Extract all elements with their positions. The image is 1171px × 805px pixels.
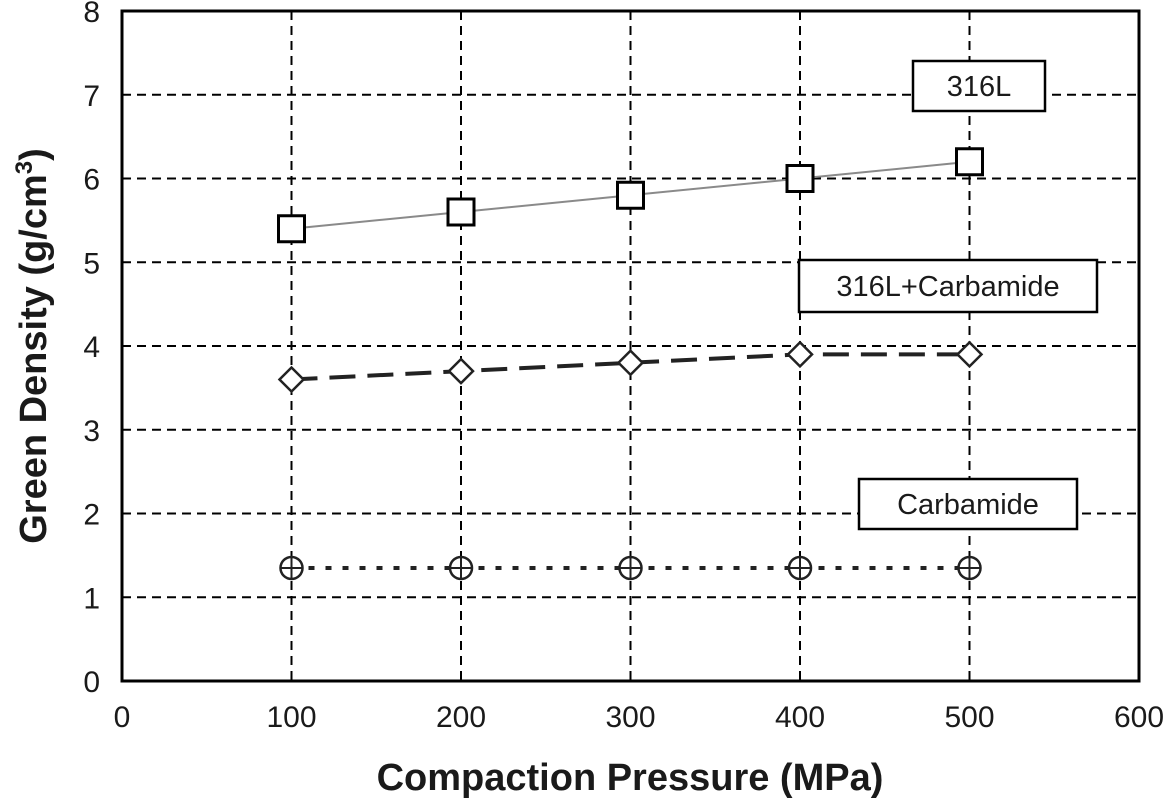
x-tick-label: 600 xyxy=(1114,701,1164,734)
data-point-circle-plus xyxy=(279,555,304,581)
series-layer xyxy=(277,147,984,581)
data-point-circle-plus xyxy=(618,555,643,581)
series-316l-carbamide xyxy=(277,340,984,394)
y-tick-label: 8 xyxy=(83,0,100,29)
series-label-316l-text: 316L xyxy=(947,71,1012,103)
series-316l xyxy=(277,147,984,244)
y-axis-title-superscript: 3 xyxy=(11,161,38,174)
x-tick-label: 400 xyxy=(775,701,825,734)
y-tick-label: 0 xyxy=(83,666,100,699)
y-tick-label: 2 xyxy=(83,499,100,532)
y-tick-label: 6 xyxy=(83,164,100,197)
plot-area-frame xyxy=(120,9,1141,683)
series-label-316l-carbamide: 316L+Carbamide xyxy=(797,258,1099,314)
y-tick-label: 5 xyxy=(83,247,100,280)
data-point-square xyxy=(616,180,645,210)
data-point-circle-plus xyxy=(448,555,474,581)
series-label-carbamide: Carbamide xyxy=(857,477,1079,531)
tick-labels: 0 100 200 300 400 500 600 0 1 2 3 4 5 6 7 8 xyxy=(83,0,1164,734)
data-point-square xyxy=(785,164,815,193)
y-axis-title: Green Density (g/cm3) xyxy=(11,148,55,544)
y-axis-title-main: Green Density (g/cm xyxy=(13,174,55,544)
data-point-circle-plus xyxy=(787,555,813,581)
y-tick-label: 3 xyxy=(83,415,100,448)
data-point-square xyxy=(446,197,476,227)
series-label-316l-carbamide-text: 316L+Carbamide xyxy=(836,271,1059,303)
data-point-diamond xyxy=(447,357,475,385)
data-point-square xyxy=(277,214,306,244)
data-point-square xyxy=(955,147,984,177)
data-point-diamond xyxy=(786,340,814,369)
data-point-circle-plus xyxy=(957,555,982,581)
y-tick-label: 7 xyxy=(83,80,100,113)
x-axis-title: Compaction Pressure (MPa) xyxy=(377,757,884,799)
y-tick-label: 4 xyxy=(83,331,100,364)
y-axis-title-end: ) xyxy=(13,148,55,161)
series-label-316l: 316L xyxy=(911,59,1047,113)
data-point-diamond xyxy=(277,365,306,394)
x-tick-label: 300 xyxy=(605,701,655,734)
x-tick-label: 500 xyxy=(944,701,994,734)
data-point-diamond xyxy=(616,348,645,377)
y-tick-label: 1 xyxy=(83,582,100,615)
series-label-carbamide-text: Carbamide xyxy=(897,489,1039,521)
x-tick-label: 0 xyxy=(114,701,131,734)
x-tick-label: 200 xyxy=(436,701,486,734)
x-tick-label: 100 xyxy=(266,701,316,734)
series-carbamide xyxy=(279,555,982,581)
data-point-diamond xyxy=(955,340,984,369)
